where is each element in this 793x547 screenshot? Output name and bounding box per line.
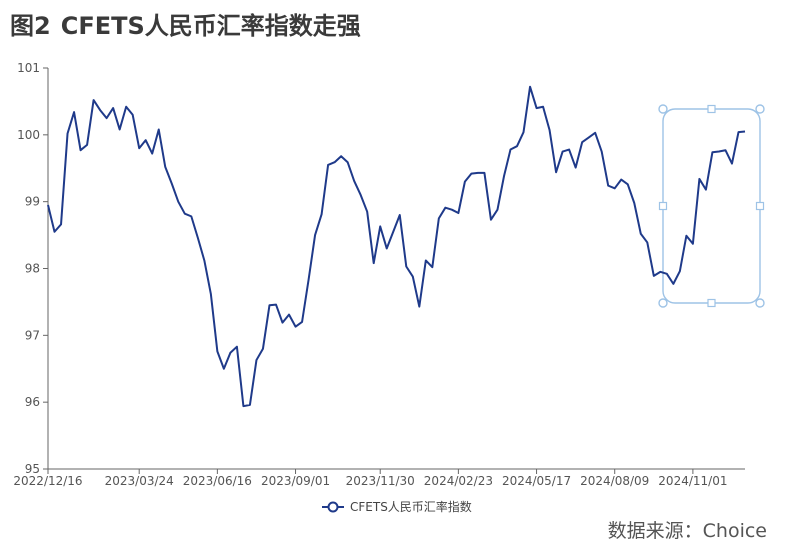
series-line-cfets <box>47 85 746 408</box>
x-tick-label: 2023/11/30 <box>346 474 415 488</box>
resize-handle-corner[interactable] <box>658 298 668 308</box>
x-tick-label: 2024/02/23 <box>424 474 493 488</box>
x-tick-label: 2023/03/24 <box>105 474 174 488</box>
resize-handle-corner[interactable] <box>658 104 668 114</box>
x-tick-label: 2022/12/16 <box>13 474 82 488</box>
y-tick-label: 98 <box>25 262 40 276</box>
y-tick-label: 97 <box>25 328 40 342</box>
y-tick-label: 95 <box>25 462 40 476</box>
figure-label: 图2 <box>10 12 51 40</box>
y-tick-label: 99 <box>25 195 40 209</box>
resize-handle-corner[interactable] <box>755 104 765 114</box>
resize-handle-edge[interactable] <box>755 201 765 211</box>
data-source: 数据来源：Choice <box>607 520 767 542</box>
highlight-box <box>658 104 765 308</box>
x-tick-label: 2024/11/01 <box>658 474 727 488</box>
resize-handle-edge[interactable] <box>707 298 716 308</box>
legend-label[interactable]: CFETS人民币汇率指数 <box>350 499 472 514</box>
chart-axes: 95 96 97 98 99 100 101 2022/12/16 2023/03/24 2023… <box>13 61 745 488</box>
x-tick-label: 2024/08/09 <box>580 474 649 488</box>
x-tick-label: 2023/09/01 <box>261 474 330 488</box>
resize-handle-edge[interactable] <box>707 104 716 114</box>
series-layer <box>47 85 746 408</box>
x-tick-label: 2024/05/17 <box>502 474 571 488</box>
resize-handle-corner[interactable] <box>755 298 765 308</box>
y-tick-label: 100 <box>17 128 40 142</box>
legend-circle-marker <box>327 501 339 513</box>
y-tick-label: 101 <box>17 61 40 75</box>
x-tick-label: 2023/06/16 <box>183 474 252 488</box>
resize-handle-edge[interactable] <box>658 201 668 211</box>
y-tick-label: 96 <box>25 395 40 409</box>
figure-title: 图2 CFETS人民币汇率指数走强 <box>10 6 371 41</box>
legend[interactable]: CFETS人民币汇率指数 <box>322 499 472 514</box>
figure-title-text: CFETS人民币汇率指数走强 <box>60 12 361 40</box>
